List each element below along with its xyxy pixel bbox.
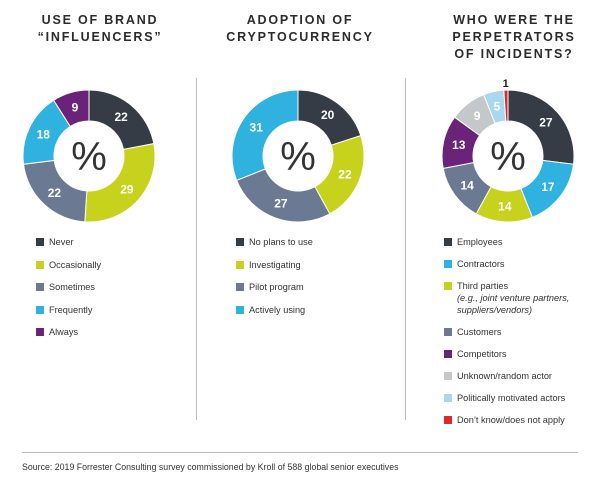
slice-value-label: 9 [72, 101, 79, 115]
legend-swatch [444, 238, 452, 246]
legend-item: Third parties (e.g., joint venture partne… [444, 280, 600, 316]
legend-label: Frequently [49, 304, 93, 315]
legend-label: Unknown/random actor [457, 371, 552, 381]
donut-slice-occasionally [84, 143, 156, 223]
slice-value-label: 22 [48, 186, 62, 200]
legend-swatch [236, 283, 244, 291]
legend-item: Don’t know/does not apply [444, 414, 600, 426]
legend-swatch [36, 238, 44, 246]
legend: Never Occasionally Sometimes Frequently Alwa… [36, 236, 198, 349]
slice-value-label: 17 [541, 180, 555, 194]
legend-swatch [236, 305, 244, 314]
slice-value-label: 14 [460, 179, 474, 193]
legend-item: Actively using [236, 304, 398, 316]
donut-chart-cryptocurrency: 20 22 27 31% [231, 89, 365, 223]
legend-item: Employees [444, 236, 600, 248]
slice-value-label: 29 [120, 182, 134, 196]
legend-note: (e.g., joint venture partners, suppliers… [457, 293, 570, 315]
slice-value-label: 27 [274, 197, 288, 211]
panel-perpetrators: WHO WERE THE PERPETRATORS OF INCIDENTS? … [408, 0, 600, 440]
legend-item: Always [36, 326, 198, 338]
legend-item: Politically motivated actors [444, 392, 600, 404]
percent-symbol: % [280, 135, 316, 179]
donut-chart-perpetrators: 27 17 14 14 13 951% [441, 78, 575, 223]
legend-swatch [444, 416, 452, 424]
legend-swatch [36, 260, 44, 269]
legend-swatch [36, 283, 44, 291]
slice-value-label: 14 [498, 199, 512, 213]
slice-value-label: 18 [37, 127, 51, 141]
panel-brand-influencers: USE OF BRAND “INFLUENCERS” 22 29 22 18 9% Ne… [0, 0, 200, 440]
slice-value-label: 20 [321, 108, 335, 122]
legend-item: Frequently [36, 304, 198, 316]
footer-divider [22, 452, 578, 453]
legend-label: Don’t know/does not apply [457, 415, 565, 425]
legend-label: Never [49, 237, 74, 247]
legend-label: Politically motivated actors [457, 393, 566, 403]
legend-item: Pilot program [236, 281, 398, 293]
percent-symbol: % [71, 135, 107, 179]
legend-label: Competitors [457, 349, 507, 359]
chart-title: USE OF BRAND “INFLUENCERS” [37, 13, 163, 44]
legend-label: Always [49, 327, 79, 337]
legend-label: No plans to use [249, 237, 313, 247]
slice-value-label: 27 [539, 116, 553, 130]
donut-slice-actively-using [231, 89, 299, 181]
donut-chart-brand-influencers: 22 29 22 18 9% [22, 89, 156, 223]
legend: No plans to use Investigating Pilot progra… [236, 236, 398, 326]
chart-title: ADOPTION OF CRYPTOCURRENCY [226, 13, 374, 44]
legend-item: Occasionally [36, 259, 198, 271]
legend-item: Contractors [444, 258, 600, 270]
slice-value-label: 9 [474, 109, 481, 123]
slice-value-label: 1 [503, 78, 509, 90]
legend-label: Actively using [249, 304, 306, 315]
legend-label: Employees [457, 237, 503, 247]
divider [405, 78, 406, 420]
legend-item: No plans to use [236, 236, 398, 248]
legend-label: Sometimes [49, 282, 95, 292]
legend-item: Unknown/random actor [444, 370, 600, 382]
slice-value-label: 22 [115, 110, 129, 124]
slice-value-label: 13 [452, 138, 466, 152]
donut-slice-always [52, 89, 90, 128]
legend-item: Customers [444, 326, 600, 338]
slice-value-label: 22 [338, 168, 352, 182]
divider [196, 78, 197, 420]
legend: Employees Contractors Third parties (e.g., … [444, 236, 600, 436]
legend-item: Sometimes [36, 281, 198, 293]
legend-swatch [444, 260, 452, 268]
legend-item: Never [36, 236, 198, 248]
slice-value-label: 5 [494, 100, 501, 114]
legend-swatch [236, 238, 244, 246]
legend-swatch [36, 328, 44, 336]
legend-label: Customers [457, 327, 502, 337]
legend-label: Third parties [457, 281, 509, 291]
legend-label: Contractors [457, 259, 505, 269]
legend-swatch [444, 350, 452, 358]
legend-swatch [236, 260, 244, 269]
legend-swatch [444, 328, 452, 336]
source-note: Source: 2019 Forrester Consulting survey… [22, 462, 399, 472]
percent-symbol: % [490, 135, 526, 179]
legend-swatch [444, 282, 452, 290]
legend-swatch [36, 305, 44, 314]
panel-cryptocurrency: ADOPTION OF CRYPTOCURRENCY 20 22 27 31% No … [200, 0, 400, 440]
legend-swatch [444, 372, 452, 380]
legend-label: Pilot program [249, 282, 304, 292]
legend-label: Investigating [249, 259, 301, 270]
legend-item: Competitors [444, 348, 600, 360]
legend-label: Occasionally [49, 259, 102, 270]
legend-item: Investigating [236, 259, 398, 271]
donut-slice-don-t-know-does-not-apply [503, 89, 509, 122]
legend-swatch [444, 394, 452, 402]
slice-value-label: 31 [250, 121, 264, 135]
chart-title: WHO WERE THE PERPETRATORS OF INCIDENTS? [452, 13, 576, 61]
